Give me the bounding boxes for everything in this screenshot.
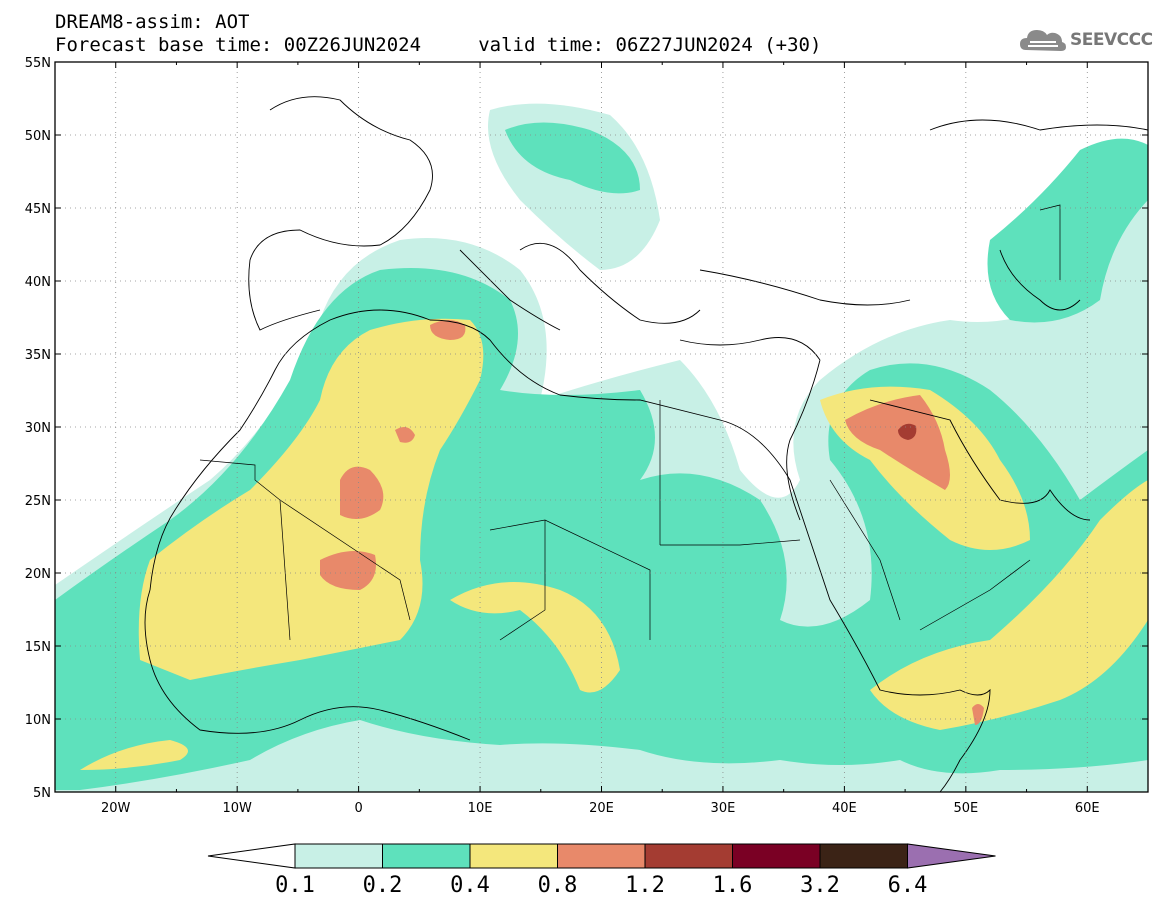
aot-region-0.8-atlas bbox=[395, 426, 415, 443]
aot-region-0.2-caspian bbox=[987, 138, 1148, 323]
lon-label: 60E bbox=[1075, 801, 1100, 816]
aot-region-0.8-tunisia bbox=[430, 320, 466, 340]
colorbar-swatch bbox=[382, 843, 471, 869]
cloud-icon bbox=[1020, 30, 1066, 51]
coastlines bbox=[144, 96, 1148, 792]
colorbar-label: 1.2 bbox=[625, 873, 665, 898]
lat-label: 15N bbox=[25, 640, 51, 655]
lon-label: 10W bbox=[222, 801, 252, 816]
aot-region-0.4-chad bbox=[450, 582, 620, 693]
lon-label: 50E bbox=[953, 801, 978, 816]
colorbar-labels: 0.1 0.2 0.4 0.8 1.2 1.6 3.2 6.4 bbox=[275, 873, 927, 898]
aot-region-0.4-sahara bbox=[138, 318, 484, 680]
logo-text: SEEVCCC bbox=[1070, 30, 1153, 50]
lon-label: 0 bbox=[354, 801, 362, 816]
colorbar-swatch bbox=[819, 843, 908, 869]
lat-label: 10N bbox=[25, 713, 51, 728]
aot-region-1.2-iraq bbox=[898, 423, 917, 440]
lat-label: 30N bbox=[25, 421, 51, 436]
aot-region-0.8-mali bbox=[320, 551, 376, 590]
longitude-labels: 20W 10W 0 10E 20E 30E 40E 50E 60E bbox=[101, 801, 1100, 816]
colorbar-label: 0.8 bbox=[538, 873, 578, 898]
colorbar-under-arrow bbox=[207, 843, 296, 869]
aot-region-0.4-arabian-sea bbox=[870, 480, 1148, 730]
aot-region-0.8-somalia bbox=[972, 704, 984, 725]
colorbar-swatch bbox=[469, 843, 558, 869]
colorbar bbox=[207, 843, 996, 869]
colorbar-label: 0.4 bbox=[450, 873, 490, 898]
lat-label: 45N bbox=[25, 202, 51, 217]
latitude-labels: 55N 50N 45N 40N 35N 30N 25N 20N 15N 10N 5N bbox=[25, 56, 51, 801]
lon-label: 40E bbox=[832, 801, 857, 816]
map-title-line1: DREAM8-assim: AOT bbox=[55, 11, 250, 33]
aot-region-0.2-east-europe bbox=[505, 122, 640, 194]
lat-label: 50N bbox=[25, 129, 51, 144]
lon-label: 10E bbox=[468, 801, 493, 816]
aot-contour-fields bbox=[55, 103, 1148, 792]
lat-label: 35N bbox=[25, 348, 51, 363]
lon-label: 20E bbox=[589, 801, 614, 816]
colorbar-swatch bbox=[557, 843, 646, 869]
colorbar-label: 3.2 bbox=[800, 873, 840, 898]
colorbar-label: 0.1 bbox=[275, 873, 315, 898]
lon-label: 20W bbox=[101, 801, 131, 816]
axis-ticks bbox=[55, 61, 1149, 793]
lon-label: 30E bbox=[711, 801, 736, 816]
lat-label: 55N bbox=[25, 56, 51, 71]
lat-label: 5N bbox=[33, 786, 51, 801]
colorbar-swatch bbox=[732, 843, 821, 869]
political-borders bbox=[199, 204, 1061, 641]
colorbar-label: 6.4 bbox=[888, 873, 928, 898]
lat-label: 40N bbox=[25, 275, 51, 290]
seevccc-logo: SEEVCCC bbox=[1018, 20, 1158, 60]
colorbar-swatch bbox=[294, 843, 383, 869]
aot-region-0.8-iraq bbox=[845, 395, 950, 490]
colorbar-label: 0.2 bbox=[363, 873, 403, 898]
colorbar-over-arrow bbox=[907, 843, 996, 869]
aot-region-0.4-gulf-guinea bbox=[80, 740, 188, 770]
colorbar-swatch bbox=[644, 843, 733, 869]
lat-label: 25N bbox=[25, 494, 51, 509]
lat-label: 20N bbox=[25, 567, 51, 582]
aot-region-0.8-algeria bbox=[340, 466, 384, 519]
map-title-line2: Forecast base time: 00Z26JUN2024 valid t… bbox=[55, 34, 822, 56]
colorbar-label: 1.6 bbox=[713, 873, 753, 898]
graticule bbox=[55, 62, 1148, 792]
